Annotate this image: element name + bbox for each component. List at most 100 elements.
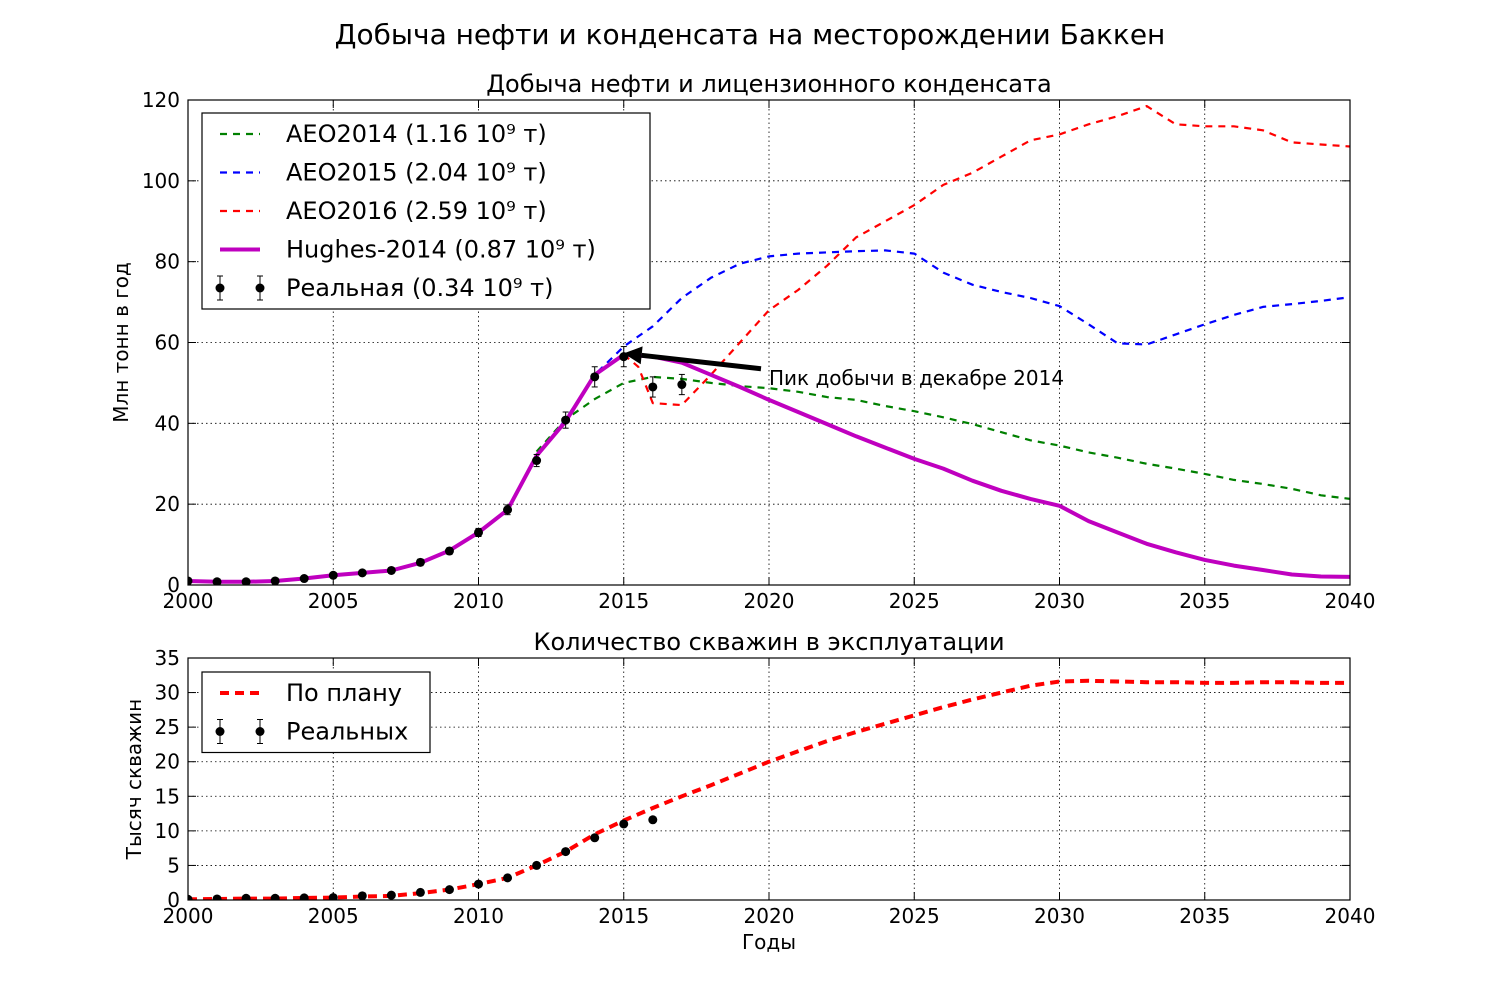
legend-entry-реальная-0-34-10-т: Реальная (0.34 10⁹ т) [286,274,553,302]
legend: По плану Реальных [201,671,431,754]
data-point [212,577,222,585]
x-tick-label: 2035 [1179,589,1230,613]
series-реальная-0-34-10-т [188,346,687,585]
legend-marker [215,727,225,736]
series-hughes-2014-0-87-10-т [188,352,1350,584]
y-tick-label: 10 [155,819,180,843]
series-line [188,678,1350,900]
data-point [561,847,571,857]
annotation-arrow-head [623,346,643,365]
legend: AEO2014 (1.16 10⁹ т) AEO2015 (2.04 10⁹ т)… [201,112,651,310]
data-point [188,576,193,585]
y-tick-label: 0 [167,573,180,597]
data-point [357,568,367,578]
annotation: Пик добычи в декабре 2014 [623,346,1064,390]
x-tick-label: 2020 [744,904,795,928]
legend-box [201,671,431,754]
x-tick-label: 2000 [163,589,214,613]
data-point [415,557,425,567]
annotation-text: Пик добычи в декабре 2014 [769,366,1064,390]
data-point [241,577,251,585]
data-point [444,885,454,895]
data-point [386,890,396,900]
x-tick-label: 2000 [163,904,214,928]
figure-title: Добыча нефти и конденсата на месторожден… [335,18,1166,51]
data-point [503,505,513,515]
y-axis-label: Тысяч скважин [122,699,146,860]
series-aeo2014-1-16-10-т [535,375,1350,500]
series-aeo2015-2-04-10-т [535,249,1350,457]
legend-entry-hughes-2014-0-87-10-т: Hughes-2014 (0.87 10⁹ т) [286,236,596,264]
x-tick-label: 2005 [308,904,359,928]
y-tick-label: 120 [142,88,180,112]
y-tick-label: 100 [142,169,180,193]
legend-marker [255,727,265,736]
data-point [299,574,309,584]
data-point [677,380,687,390]
series-по-плану [188,678,1350,900]
series-line [535,249,1350,457]
axes-title: Количество скважин в эксплуатации [533,628,1004,656]
wells-count-chart: 2000 2005 2010 2015 2020 2025 2030 2035 20400510… [122,628,1375,954]
x-axis-label: Годы [742,930,796,954]
y-tick-label: 40 [155,411,180,435]
axes-frame [187,99,1351,586]
data-point [474,879,483,889]
data-point [590,372,600,382]
data-point [532,860,542,870]
data-point [386,565,396,575]
data-point [212,894,222,900]
data-point [648,815,658,825]
data-point [415,887,425,897]
legend-marker [215,283,225,293]
legend-entry-aeo2016-2-59-10-т: AEO2016 (2.59 10⁹ т) [286,197,547,225]
x-tick-label: 2020 [744,589,795,613]
data-point [474,527,483,537]
x-tick-label: 2035 [1179,904,1230,928]
x-tick-label: 2030 [1034,589,1085,613]
x-tick-label: 2015 [598,904,649,928]
data-point [503,873,513,883]
axes-title: Добыча нефти и лицензионного конденсата [486,70,1051,98]
data-point [328,893,338,900]
legend-marker [255,283,265,293]
data-point [328,570,338,580]
data-point [648,382,658,392]
oil-production-chart: 2000 2005 2010 2015 2020 2025 2030 2035 20400204… [109,70,1375,613]
y-axis-label: Млн тонн в год [109,262,133,423]
x-tick-label: 2010 [453,904,504,928]
y-tick-label: 20 [155,750,180,774]
x-tick-label: 2005 [308,589,359,613]
series-line [188,352,1350,584]
y-tick-label: 80 [155,250,180,274]
x-tick-label: 2030 [1034,904,1085,928]
axes-frame [187,657,1351,901]
legend-entry-по-плану: По плану [286,679,402,707]
x-tick-label: 2010 [453,589,504,613]
y-tick-label: 25 [155,715,180,739]
y-tick-label: 30 [155,681,180,705]
series-реальных [188,815,658,900]
y-tick-label: 35 [155,646,180,670]
data-point [619,819,629,829]
legend-entry-aeo2015-2-04-10-т: AEO2015 (2.04 10⁹ т) [286,159,547,187]
y-tick-label: 20 [155,492,180,516]
y-tick-label: 5 [167,853,180,877]
data-point [357,891,367,900]
y-tick-label: 0 [167,888,180,912]
x-tick-label: 2040 [1325,904,1376,928]
x-tick-label: 2015 [598,589,649,613]
y-tick-label: 60 [155,331,180,355]
data-point [188,894,193,900]
data-point [590,833,600,843]
series-line [535,375,1350,500]
data-point [299,893,309,900]
y-tick-label: 15 [155,784,180,808]
x-tick-label: 2025 [889,589,940,613]
data-point [561,415,571,425]
legend-box [201,112,651,310]
x-tick-label: 2040 [1325,589,1376,613]
data-point [270,576,280,585]
legend-entry-aeo2014-1-16-10-т: AEO2014 (1.16 10⁹ т) [286,120,547,148]
